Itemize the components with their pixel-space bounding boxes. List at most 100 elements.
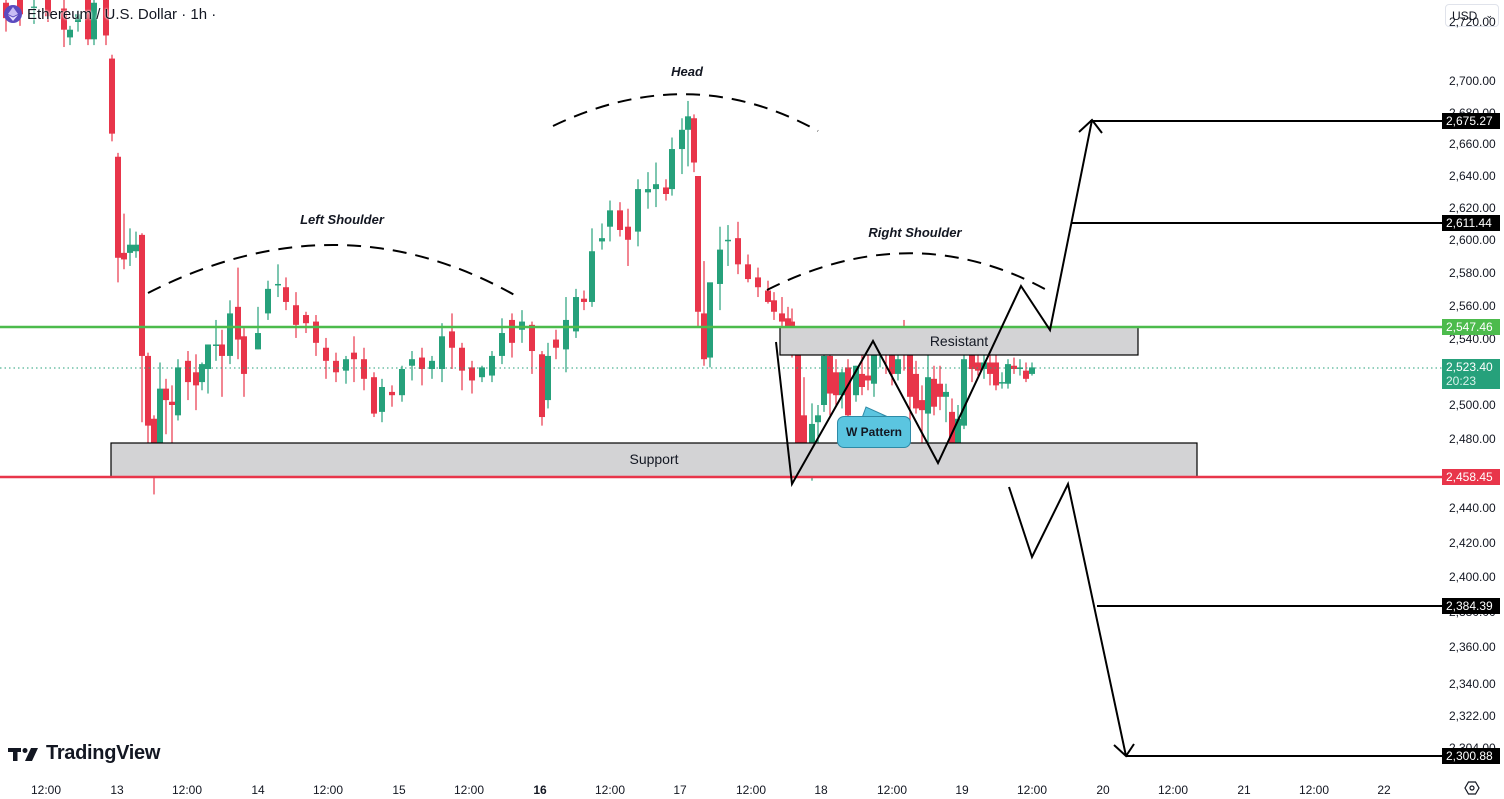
symbol-header[interactable]: Ethereum / U.S. Dollar · 1h · bbox=[4, 5, 216, 23]
time-axis-tick: 12:00 bbox=[876, 783, 908, 797]
candle bbox=[199, 362, 205, 391]
candle bbox=[67, 25, 73, 46]
time-axis-tick: 22 bbox=[1377, 783, 1391, 797]
candle bbox=[779, 297, 785, 332]
price-axis-tick: 2,600.00 bbox=[1449, 233, 1496, 247]
candle bbox=[265, 280, 271, 320]
target-3-price-tag: 2,384.39 bbox=[1442, 598, 1500, 614]
price-axis-tick: 2,480.00 bbox=[1449, 432, 1496, 446]
time-axis-tick: 12:00 bbox=[594, 783, 626, 797]
candle bbox=[745, 254, 751, 283]
candle bbox=[91, 0, 97, 46]
time-axis-tick: 16 bbox=[533, 783, 547, 797]
arrow-down-icon bbox=[1113, 743, 1135, 758]
candle bbox=[943, 383, 949, 423]
time-axis-tick: 13 bbox=[110, 783, 124, 797]
candle bbox=[115, 152, 121, 283]
symbol-title: Ethereum / U.S. Dollar · 1h · bbox=[27, 5, 217, 23]
time-axis-tick: 21 bbox=[1237, 783, 1251, 797]
candle bbox=[275, 264, 281, 298]
bullish-projection-path bbox=[775, 119, 1093, 488]
time-axis-tick: 12:00 bbox=[1298, 783, 1330, 797]
candle bbox=[469, 360, 475, 394]
candle bbox=[625, 208, 631, 266]
candle bbox=[85, 0, 91, 46]
candle bbox=[653, 162, 659, 208]
time-axis-tick: 12:00 bbox=[312, 783, 344, 797]
candle bbox=[333, 352, 339, 383]
price-axis-tick: 2,420.00 bbox=[1449, 536, 1496, 550]
last-price-value: 2,523.40 bbox=[1446, 360, 1493, 374]
candle bbox=[343, 355, 349, 384]
w-pattern-callout: W Pattern bbox=[837, 416, 911, 448]
target-1-price-tag: 2,675.27 bbox=[1442, 113, 1500, 129]
candle bbox=[283, 277, 289, 311]
candle bbox=[45, 0, 51, 22]
resistance-price-tag: 2,547.46 bbox=[1442, 319, 1500, 335]
price-axis-tick: 2,400.00 bbox=[1449, 570, 1496, 584]
head-label: Head bbox=[671, 64, 703, 79]
candle bbox=[717, 226, 723, 311]
tradingview-logo[interactable]: TradingView bbox=[8, 742, 160, 765]
candle bbox=[771, 292, 777, 320]
candle bbox=[1011, 357, 1017, 374]
candle bbox=[617, 202, 623, 237]
currency-select[interactable]: USD ⌄ bbox=[1445, 4, 1499, 27]
candle bbox=[975, 352, 981, 376]
price-axis-tick: 2,700.00 bbox=[1449, 74, 1496, 88]
candle bbox=[103, 0, 109, 46]
settings-gear-icon[interactable] bbox=[1464, 780, 1480, 796]
price-axis-tick: 2,340.00 bbox=[1449, 677, 1496, 691]
shoulder-arc bbox=[147, 244, 519, 298]
candle bbox=[193, 354, 199, 411]
candle bbox=[1029, 362, 1035, 376]
candle bbox=[509, 313, 515, 358]
candle bbox=[409, 351, 415, 381]
time-axis-tick: 12:00 bbox=[735, 783, 767, 797]
support-zone-label: Support bbox=[629, 451, 679, 467]
candle bbox=[133, 231, 139, 258]
candle bbox=[931, 365, 937, 416]
candle bbox=[419, 347, 425, 386]
right-shoulder-label: Right Shoulder bbox=[868, 225, 962, 240]
left-shoulder-label: Left Shoulder bbox=[300, 212, 384, 227]
candle bbox=[545, 342, 551, 409]
candle bbox=[553, 329, 559, 360]
candle bbox=[999, 372, 1005, 389]
candle bbox=[707, 282, 713, 368]
candle bbox=[109, 54, 115, 142]
time-axis-tick: 12:00 bbox=[30, 783, 62, 797]
candle bbox=[937, 365, 943, 411]
candle bbox=[691, 114, 697, 173]
time-axis-tick: 12:00 bbox=[1016, 783, 1048, 797]
ethereum-icon bbox=[4, 5, 22, 23]
candle bbox=[589, 228, 595, 307]
candle bbox=[539, 351, 545, 426]
candle bbox=[121, 213, 127, 270]
time-axis-tick: 12:00 bbox=[453, 783, 485, 797]
time-axis-tick: 19 bbox=[955, 783, 969, 797]
tradingview-logo-icon bbox=[8, 747, 38, 761]
price-axis-tick: 2,540.00 bbox=[1449, 332, 1496, 346]
candle bbox=[163, 378, 169, 435]
candle bbox=[685, 100, 691, 167]
candle bbox=[725, 225, 731, 266]
candle bbox=[219, 329, 225, 397]
target-2-price-tag: 2,611.44 bbox=[1442, 215, 1500, 231]
shoulder-arc bbox=[552, 93, 819, 132]
time-axis-tick: 12:00 bbox=[1157, 783, 1189, 797]
time-axis-tick: 18 bbox=[814, 783, 828, 797]
candle bbox=[313, 315, 319, 356]
time-axis-tick: 14 bbox=[251, 783, 265, 797]
candle bbox=[499, 318, 505, 365]
candle bbox=[833, 359, 839, 407]
candle bbox=[379, 378, 385, 423]
candle bbox=[1017, 359, 1023, 376]
last-price-tag: 2,523.40 20:23 bbox=[1442, 359, 1500, 389]
time-axis-tick: 12:00 bbox=[171, 783, 203, 797]
candle bbox=[31, 0, 37, 24]
candle bbox=[293, 292, 299, 338]
candle bbox=[635, 179, 641, 247]
candle bbox=[679, 118, 685, 175]
